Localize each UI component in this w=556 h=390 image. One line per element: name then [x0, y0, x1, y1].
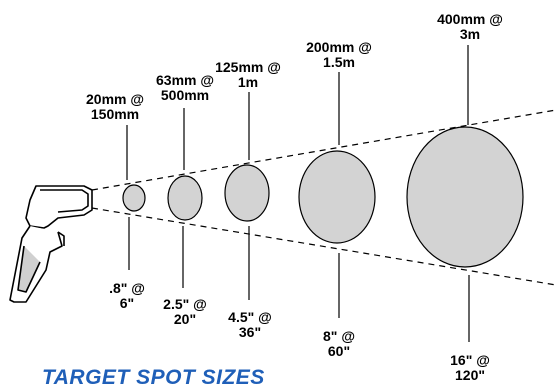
imperial-label-4: 8" @ 60": [323, 328, 355, 359]
cone-upper-line: [91, 109, 556, 191]
diagram-title: TARGET SPOT SIZES: [42, 366, 265, 389]
spot-ellipse-4: [298, 150, 376, 244]
cone-lower-line: [91, 207, 556, 286]
imperial-label-3: 4.5" @ 36": [228, 309, 272, 340]
cone-lines: [91, 109, 556, 286]
spot-ellipse-5: [406, 126, 524, 268]
imperial-label-5: 16" @ 120": [450, 352, 490, 383]
metric-label-2: 63mm @ 500mm: [155, 72, 215, 103]
infrared-thermometer-icon: [9, 185, 93, 303]
metric-label-5: 400mm @ 3m: [437, 11, 503, 42]
metric-label-4: 200mm @ 1.5m: [306, 39, 372, 70]
spot-ellipse-1: [122, 184, 146, 212]
spot-ellipse-3: [224, 164, 270, 222]
metric-label-1: 20mm @ 150mm: [85, 91, 145, 122]
spots: [122, 126, 524, 268]
spot-ellipse-2: [167, 175, 203, 221]
imperial-label-1: .8" @ 6": [109, 280, 145, 311]
leader-lines: [126, 45, 470, 342]
metric-label-3: 125mm @ 1m: [215, 59, 281, 90]
imperial-label-2: 2.5" @ 20": [163, 296, 207, 327]
